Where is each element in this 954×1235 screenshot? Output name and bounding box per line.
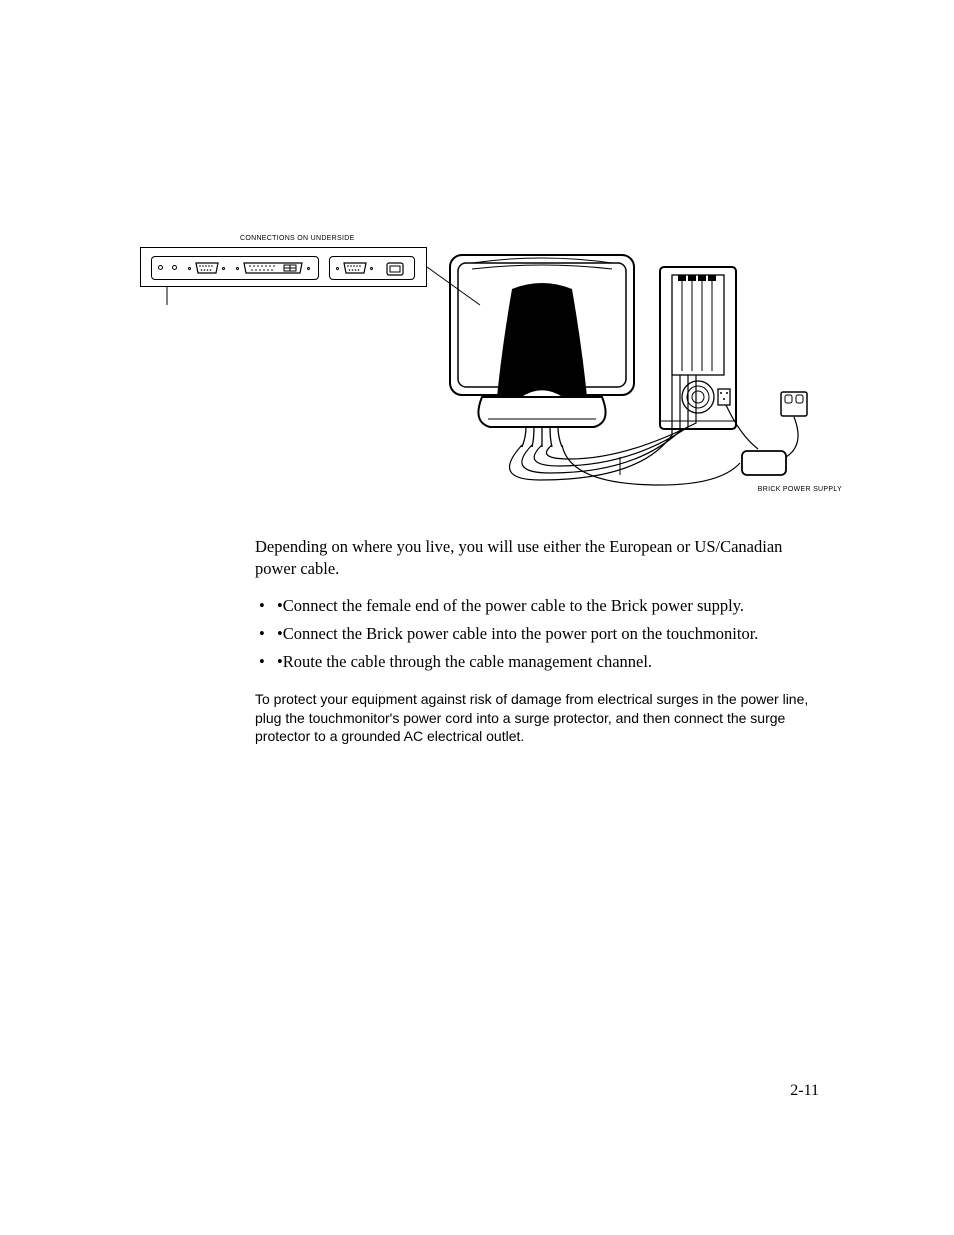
bullet-text: Connect the female end of the power cabl…: [283, 596, 744, 615]
manual-page: CONNECTIONS ON UNDERSIDE: [0, 0, 954, 1235]
screw-icon: [236, 267, 239, 270]
port-panel: [140, 247, 427, 287]
surge-protector-note: To protect your equipment against risk o…: [255, 690, 815, 747]
brick-power-supply-label: BRICK POWER SUPPLY: [758, 486, 842, 493]
dsub-port-icon: [342, 262, 368, 274]
dsub-port-icon: [194, 262, 220, 274]
connection-diagram: CONNECTIONS ON UNDERSIDE: [140, 235, 845, 505]
screw-icon: [307, 267, 310, 270]
page-number: 2-11: [790, 1082, 819, 1100]
dvi-port-icon: [242, 262, 304, 274]
connections-underside-label: CONNECTIONS ON UNDERSIDE: [240, 235, 355, 242]
body-text-block: Depending on where you live, you will us…: [255, 536, 815, 746]
audio-jack-icon: [172, 265, 177, 270]
screw-icon: [222, 267, 225, 270]
audio-jack-icon: [158, 265, 163, 270]
port-group-right: [329, 256, 415, 280]
bullet-text: Route the cable through the cable manage…: [283, 652, 652, 671]
screw-icon: [370, 267, 373, 270]
brick-power-supply-icon: [740, 449, 788, 477]
bullet-text: Connect the Brick power cable into the p…: [283, 624, 759, 643]
list-item: •Connect the female end of the power cab…: [255, 593, 815, 619]
wall-outlet-icon: [780, 391, 808, 417]
screw-icon: [188, 267, 191, 270]
list-item: •Route the cable through the cable manag…: [255, 649, 815, 675]
intro-paragraph: Depending on where you live, you will us…: [255, 536, 815, 581]
computer-tower-icon: [658, 265, 738, 435]
monitor-back-icon: [442, 247, 642, 447]
power-port-icon: [386, 262, 404, 276]
screw-icon: [336, 267, 339, 270]
port-group-left: [151, 256, 319, 280]
list-item: •Connect the Brick power cable into the …: [255, 621, 815, 647]
instruction-list: •Connect the female end of the power cab…: [255, 593, 815, 676]
